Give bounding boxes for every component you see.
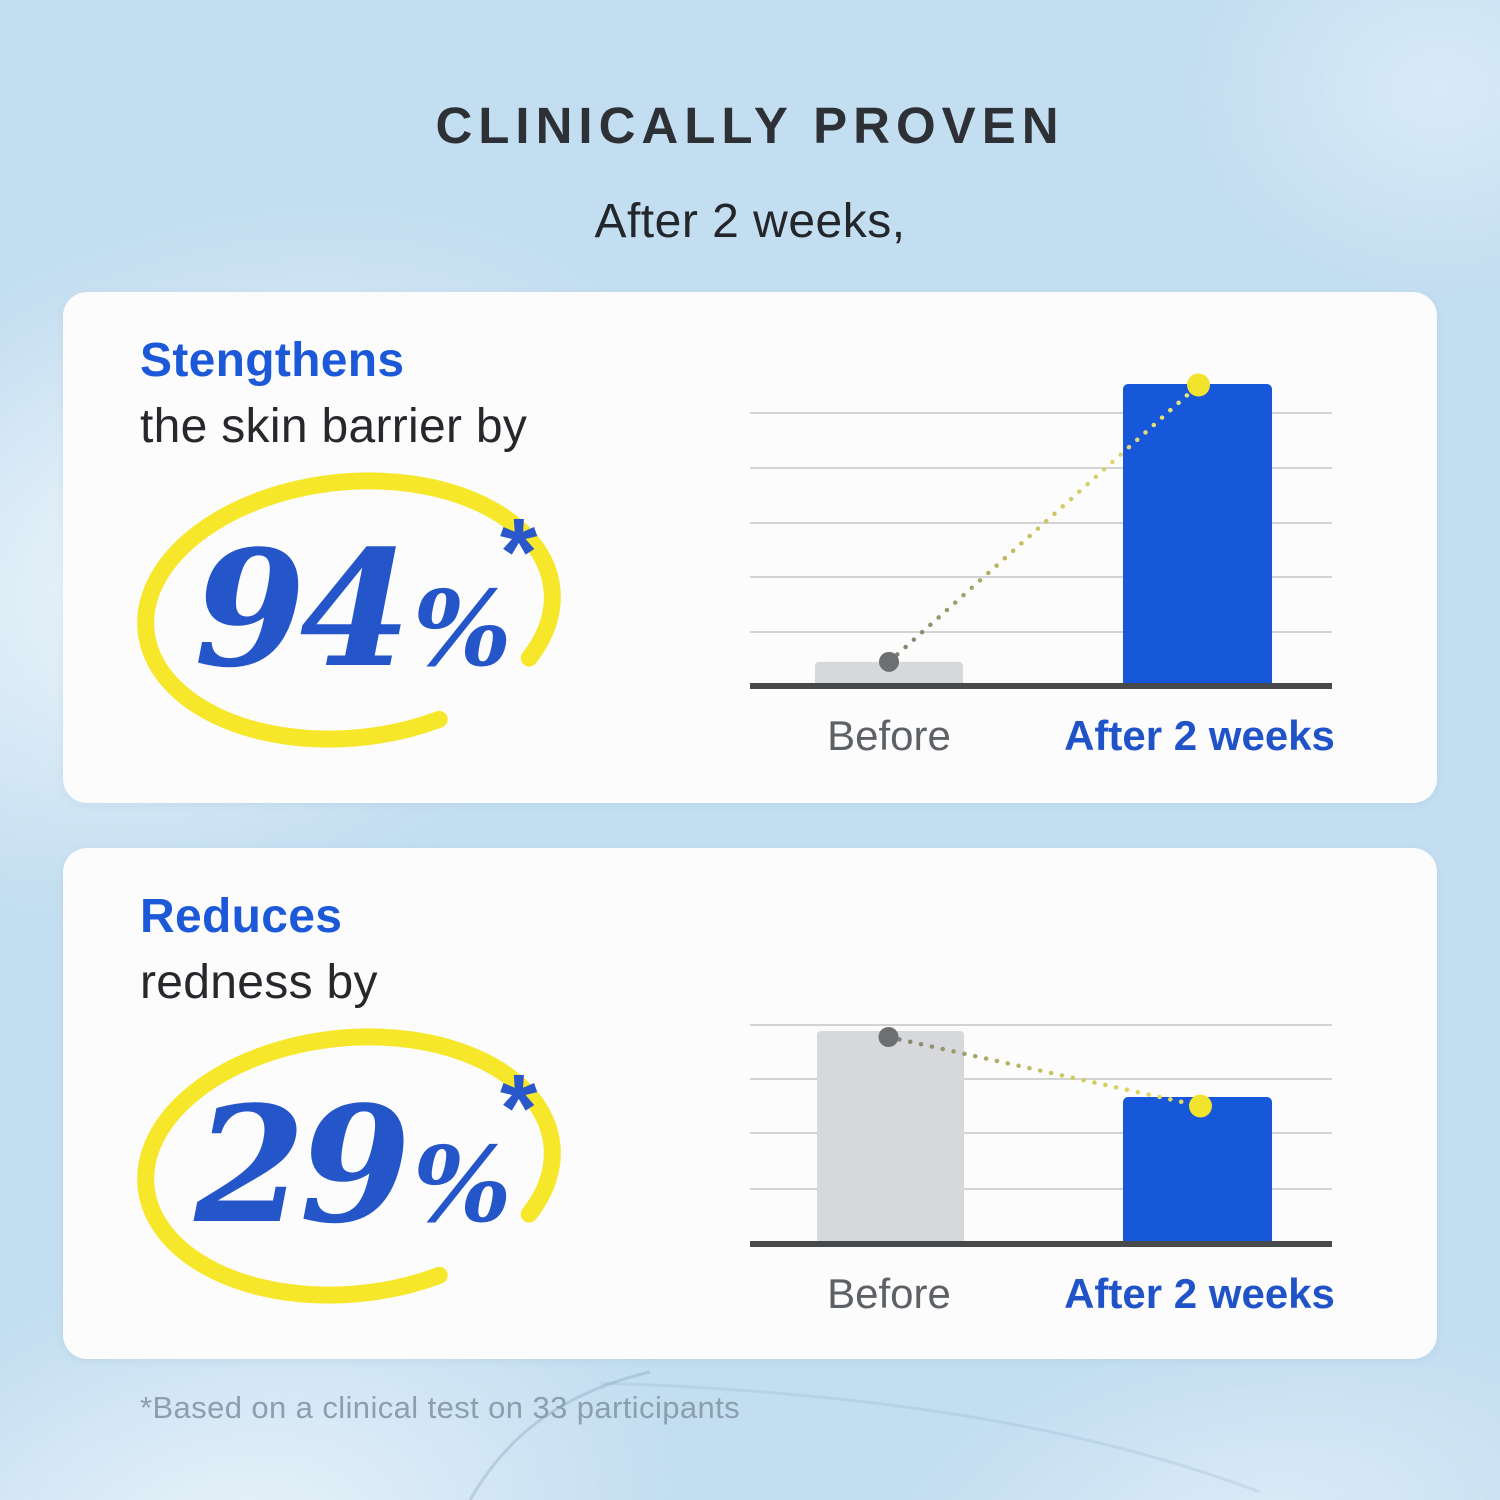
asterisk-icon: *: [500, 1055, 538, 1162]
clinical-test-footnote: *Based on a clinical test on 33 particip…: [140, 1390, 741, 1425]
stat-value: 29 %: [153, 1085, 553, 1245]
card-heading-accent: Stengthens: [140, 334, 405, 387]
bar-before: [815, 661, 963, 689]
stat-value: 94 %: [153, 529, 553, 689]
stat-card-skin-barrier: Stengthens the skin barrier by 94 % *: [63, 292, 1437, 803]
label-before: Before: [827, 712, 951, 759]
hand-drawn-circle-icon: [137, 472, 561, 748]
label-before: Before: [827, 1270, 951, 1317]
card-heading: Reduces redness by: [140, 884, 378, 1016]
card-heading-accent: Reduces: [140, 890, 343, 943]
chart-category-labels: Before After 2 weeks: [63, 710, 1437, 762]
card-heading-rest: redness by: [140, 956, 378, 1009]
page-subtitle: After 2 weeks,: [594, 195, 906, 248]
bar-chart-redness: [750, 1024, 1332, 1247]
page-title: CLINICALLY PROVEN: [435, 97, 1065, 154]
label-after: After 2 weeks: [1064, 1270, 1335, 1317]
after-dot: [1187, 373, 1210, 397]
card-heading-rest: the skin barrier by: [140, 400, 528, 453]
bar-before: [817, 1031, 964, 1247]
after-dot: [1189, 1094, 1212, 1118]
percent-sign: %: [412, 1123, 512, 1246]
trend-dotted-line: [886, 1034, 1203, 1109]
stat-number: 29: [194, 1071, 411, 1259]
stat-number: 94: [194, 515, 411, 703]
hand-drawn-circle-icon: [137, 1028, 561, 1304]
chart-category-labels: Before After 2 weeks: [63, 1268, 1437, 1320]
bar-after: [1123, 1097, 1272, 1247]
asterisk-icon: *: [500, 499, 538, 606]
bar-chart-skin-barrier: [750, 373, 1332, 689]
percent-sign: %: [412, 567, 512, 690]
before-dot: [878, 1027, 899, 1047]
label-after: After 2 weeks: [1064, 712, 1335, 759]
stat-card-redness: Reduces redness by 29 % *: [63, 848, 1437, 1359]
before-dot: [879, 651, 899, 672]
bar-after: [1123, 384, 1272, 689]
trend-dotted-line: [886, 382, 1201, 665]
card-heading: Stengthens the skin barrier by: [140, 328, 527, 460]
